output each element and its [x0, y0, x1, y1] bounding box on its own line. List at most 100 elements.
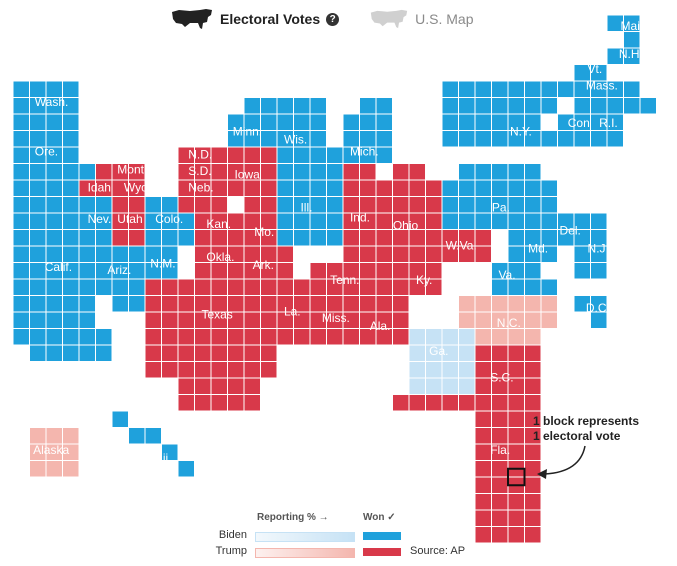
ev-block — [210, 344, 228, 362]
ev-block — [309, 163, 327, 181]
state-n-h[interactable]: N.H. — [606, 47, 643, 65]
state-neb[interactable]: Neb. — [177, 179, 228, 214]
state-n-y[interactable]: N.Y. — [441, 80, 575, 148]
ev-block — [12, 311, 30, 329]
ev-block — [194, 262, 212, 280]
state-texas[interactable]: Texas — [144, 278, 278, 412]
state-r-i[interactable]: R.I. — [590, 113, 624, 148]
state-s-d[interactable]: S.D. — [177, 163, 228, 181]
ev-block — [309, 278, 327, 296]
ev-block — [161, 344, 179, 362]
ev-block — [359, 113, 377, 131]
state-mich[interactable]: Mich. — [342, 97, 393, 164]
state-fla[interactable]: Fla. — [474, 410, 542, 544]
ev-block — [507, 493, 525, 511]
ev-block — [474, 179, 492, 197]
ev-block — [62, 311, 80, 329]
state-w-va[interactable]: W.Va. — [441, 229, 492, 263]
ev-block — [540, 179, 558, 197]
state-nev[interactable]: Nev. — [78, 196, 113, 247]
state-utah[interactable]: Utah — [111, 196, 146, 247]
state-n-d[interactable]: N.D. — [177, 146, 228, 164]
state-label: Iowa — [234, 167, 260, 181]
state-ga[interactable]: Ga. — [408, 328, 476, 395]
ev-block — [45, 427, 63, 445]
ev-block — [62, 163, 80, 181]
ev-block — [491, 410, 509, 428]
ev-block — [507, 245, 525, 263]
state-mont[interactable]: Mont. — [95, 162, 148, 181]
ev-block — [474, 196, 492, 214]
ev-block — [458, 394, 476, 412]
ev-block — [260, 146, 278, 164]
ev-block — [524, 377, 542, 395]
tab-us-map[interactable]: U.S. Map — [369, 9, 473, 29]
ev-block — [474, 163, 492, 181]
state-ill[interactable]: Ill. — [276, 146, 344, 247]
state-label: Va. — [498, 268, 515, 282]
legend-trump-won-swatch — [363, 548, 401, 556]
state-del[interactable]: Del. — [557, 212, 581, 247]
state-hawaii[interactable]: Hawaii — [111, 410, 195, 478]
state-label: Mich. — [350, 144, 379, 158]
state-label: Ala. — [370, 319, 391, 333]
ev-block — [177, 295, 195, 313]
ev-block — [161, 311, 179, 329]
ev-block — [392, 245, 410, 263]
ev-block — [276, 245, 294, 263]
ev-block — [62, 278, 80, 296]
ev-block — [194, 344, 212, 362]
state-ala[interactable]: Ala. — [359, 295, 410, 346]
state-ark[interactable]: Ark. — [243, 245, 294, 280]
state-ohio[interactable]: Ohio — [375, 163, 443, 247]
ev-block — [392, 295, 410, 313]
state-wyo[interactable]: Wyo. — [111, 179, 151, 197]
ev-block — [342, 328, 360, 346]
state-maine[interactable]: Maine — [606, 14, 654, 49]
ev-block — [540, 212, 558, 230]
state-label: D.C. — [586, 301, 610, 315]
ev-block — [293, 163, 311, 181]
state-pa[interactable]: Pa. — [441, 163, 558, 230]
ev-block — [12, 146, 30, 164]
tab-electoral-votes[interactable]: Electoral Votes ? — [170, 8, 340, 30]
ev-block — [507, 163, 525, 181]
state-md[interactable]: Md. — [507, 229, 558, 263]
state-va[interactable]: Va. — [491, 262, 558, 296]
ev-block — [375, 113, 393, 131]
state-alaska[interactable]: Alaska — [29, 427, 80, 478]
ev-block — [458, 80, 476, 98]
ev-block — [194, 377, 212, 395]
ev-block — [392, 278, 410, 296]
state-d-c[interactable]: D.C. — [573, 295, 610, 329]
state-ore[interactable]: Ore. — [12, 130, 80, 164]
state-label: Ohio — [393, 219, 419, 233]
state-miss[interactable]: Miss. — [309, 295, 360, 346]
state-tenn[interactable]: Tenn. — [309, 262, 377, 296]
state-iowa[interactable]: Iowa — [227, 146, 278, 197]
ev-block — [210, 146, 228, 164]
state-n-c[interactable]: N.C. — [458, 295, 558, 346]
ev-block — [128, 196, 146, 214]
ev-block — [507, 509, 525, 527]
ev-block — [243, 344, 261, 362]
state-idaho[interactable]: Idaho — [78, 179, 118, 197]
state-ariz[interactable]: Ariz. — [95, 245, 146, 313]
state-label: Ore. — [35, 144, 58, 158]
state-ky[interactable]: Ky. — [375, 245, 443, 296]
state-ind[interactable]: Ind. — [342, 163, 377, 263]
state-wash[interactable]: Wash. — [12, 80, 80, 131]
ev-block — [326, 212, 344, 230]
ev-block — [276, 328, 294, 346]
help-icon[interactable]: ? — [326, 12, 340, 26]
ev-block — [491, 328, 509, 346]
legend-trump-reporting-bar — [255, 548, 355, 558]
ev-block — [194, 278, 212, 296]
arrow-head-icon — [537, 469, 547, 479]
state-s-c[interactable]: S.C. — [392, 344, 542, 412]
annotation-line-2: 1 electoral vote — [533, 429, 621, 443]
ev-block — [375, 245, 393, 263]
state-vt[interactable]: Vt. — [573, 62, 608, 82]
ev-block — [441, 377, 459, 395]
ev-block — [29, 427, 47, 445]
